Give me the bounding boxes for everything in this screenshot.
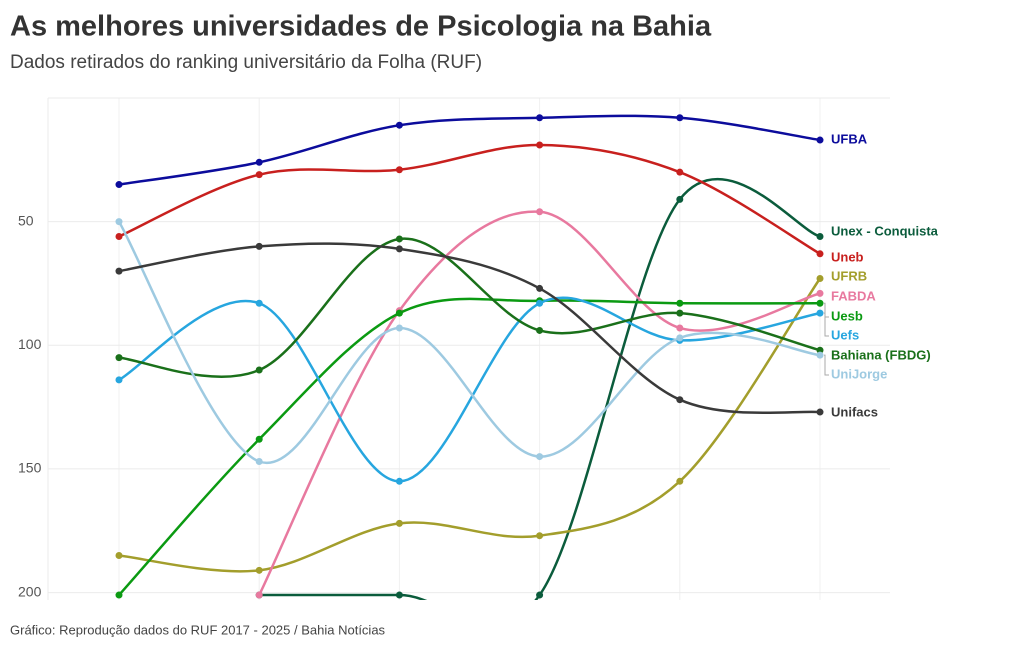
data-point (255, 435, 263, 443)
chart-subtitle: Dados retirados do ranking universitário… (10, 52, 482, 73)
y-tick-label: 150 (18, 460, 42, 476)
chart-title: As melhores universidades de Psicologia … (10, 11, 712, 43)
data-point (255, 458, 263, 466)
data-point (255, 171, 263, 179)
data-point (115, 232, 123, 240)
data-point (255, 299, 263, 307)
data-point (115, 267, 123, 275)
data-point (255, 566, 263, 574)
data-point (395, 309, 403, 317)
data-point (816, 346, 824, 354)
data-point (676, 168, 684, 176)
leader-line (824, 312, 829, 337)
series-label: Uesb (831, 308, 863, 323)
data-point (816, 351, 824, 359)
series-label: Unex - Conquista (831, 223, 939, 238)
data-point (676, 114, 684, 122)
series-line (118, 237, 821, 378)
data-point (816, 232, 824, 240)
data-point (395, 477, 403, 485)
source-note: Gráfico: Reprodução dados do RUF 2017 - … (10, 622, 386, 637)
data-point (676, 334, 684, 342)
series-label: FABDA (831, 288, 876, 303)
data-point (395, 121, 403, 129)
data-point (395, 519, 403, 527)
data-point (676, 477, 684, 485)
data-point (255, 366, 263, 374)
data-point (816, 136, 824, 144)
y-tick-label: 50 (18, 212, 34, 228)
data-point (115, 551, 123, 559)
data-point (536, 326, 544, 334)
data-point (395, 245, 403, 253)
leader-line (824, 354, 829, 376)
data-point (255, 158, 263, 166)
series-label: UFRB (831, 268, 867, 283)
data-point (676, 396, 684, 404)
data-point (536, 532, 544, 540)
y-tick-label: 200 (18, 583, 42, 599)
series-line (259, 177, 821, 600)
data-point (816, 275, 824, 283)
y-tick-label: 100 (18, 336, 42, 352)
data-point (115, 354, 123, 362)
data-point (676, 299, 684, 307)
leader-line (824, 302, 829, 318)
series-line (258, 210, 821, 596)
data-point (115, 591, 123, 599)
series-label: Unifacs (831, 404, 878, 419)
data-point (676, 324, 684, 332)
data-point (536, 284, 544, 292)
data-point (395, 235, 403, 243)
data-point (536, 114, 544, 122)
series-line (118, 143, 821, 255)
data-point (816, 299, 824, 307)
data-point (536, 299, 544, 307)
data-point (536, 591, 544, 599)
data-point (536, 208, 544, 216)
series-line (117, 221, 821, 465)
data-point (395, 166, 403, 174)
data-point (255, 591, 263, 599)
data-point (536, 141, 544, 149)
data-point (115, 376, 123, 384)
plot-area (48, 98, 890, 600)
series-label: Bahiana (FBDG) (831, 347, 931, 362)
data-point (255, 242, 263, 250)
series-label: Uefs (831, 327, 859, 342)
data-point (816, 309, 824, 317)
data-point (816, 289, 824, 297)
series-line (118, 242, 821, 415)
series-label: Uneb (831, 249, 864, 264)
data-point (816, 250, 824, 258)
series-line (118, 297, 821, 596)
data-point (115, 218, 123, 226)
data-point (536, 453, 544, 461)
data-point (676, 309, 684, 317)
data-point (676, 195, 684, 203)
data-point (395, 591, 403, 599)
series-line (118, 114, 821, 186)
series-label: UFBA (831, 131, 868, 146)
data-point (115, 181, 123, 189)
data-point (816, 408, 824, 416)
series-label: UniJorge (831, 366, 887, 381)
data-point (395, 324, 403, 332)
